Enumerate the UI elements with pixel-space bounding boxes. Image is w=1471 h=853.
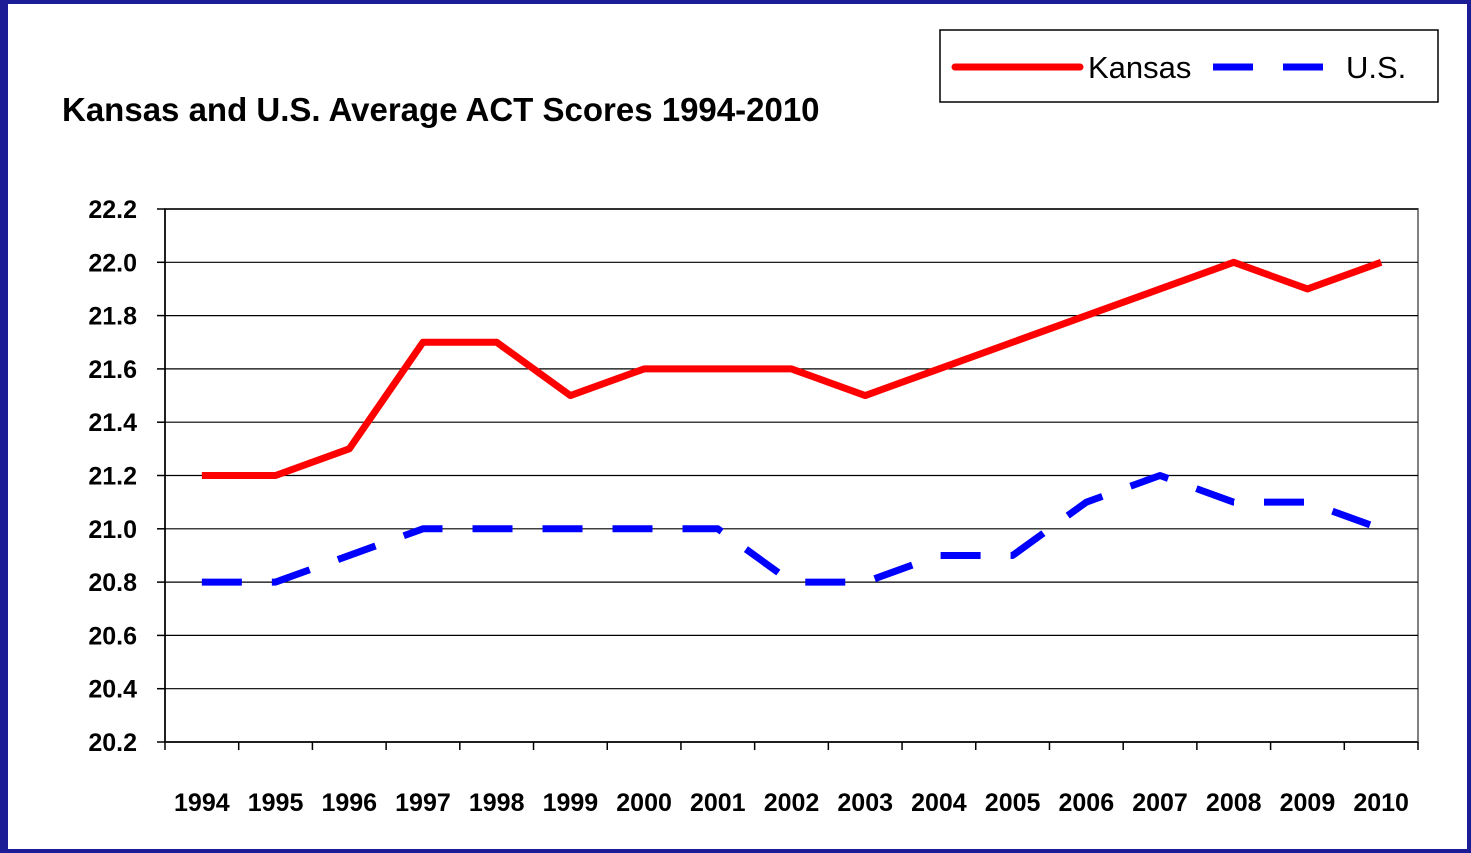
y-tick-label: 21.4 — [88, 409, 137, 437]
chart-title: Kansas and U.S. Average ACT Scores 1994-… — [62, 91, 820, 128]
x-tick-label: 2007 — [1132, 789, 1188, 817]
y-tick-label: 20.4 — [88, 676, 137, 704]
y-tick-label: 21.8 — [88, 303, 137, 331]
x-tick-label: 2000 — [616, 789, 672, 817]
legend-label: U.S. — [1346, 50, 1406, 85]
x-tick-label: 1996 — [321, 789, 377, 817]
y-tick-label: 21.0 — [88, 516, 137, 544]
y-tick-label: 20.6 — [88, 622, 137, 650]
frame-edge — [2, 2, 8, 851]
x-tick-label: 1999 — [543, 789, 599, 817]
y-tick-label: 22.2 — [88, 196, 137, 224]
y-tick-label: 20.2 — [88, 729, 137, 757]
x-tick-label: 1998 — [469, 789, 525, 817]
y-tick-label: 21.2 — [88, 463, 137, 491]
x-tick-label: 2005 — [985, 789, 1041, 817]
legend-label: Kansas — [1088, 50, 1191, 85]
y-tick-label: 20.8 — [88, 569, 137, 597]
x-tick-label: 1994 — [174, 789, 230, 817]
x-tick-label: 2002 — [764, 789, 820, 817]
x-tick-label: 2008 — [1206, 789, 1262, 817]
x-tick-label: 2001 — [690, 789, 746, 817]
legend-items: Kansas U.S. — [951, 50, 1406, 85]
x-tick-label: 2003 — [837, 789, 893, 817]
x-tick-label: 2006 — [1059, 789, 1115, 817]
series-line — [201, 258, 1383, 479]
y-tick-label: 22.0 — [88, 249, 137, 277]
x-tick-label: 1997 — [395, 789, 451, 817]
x-tick-label: 2009 — [1280, 789, 1336, 817]
y-tick-label: 21.6 — [88, 356, 137, 384]
x-tick-label: 2010 — [1353, 789, 1409, 817]
x-tick-label: 2004 — [911, 789, 967, 817]
x-tick-label: 1995 — [248, 789, 304, 817]
